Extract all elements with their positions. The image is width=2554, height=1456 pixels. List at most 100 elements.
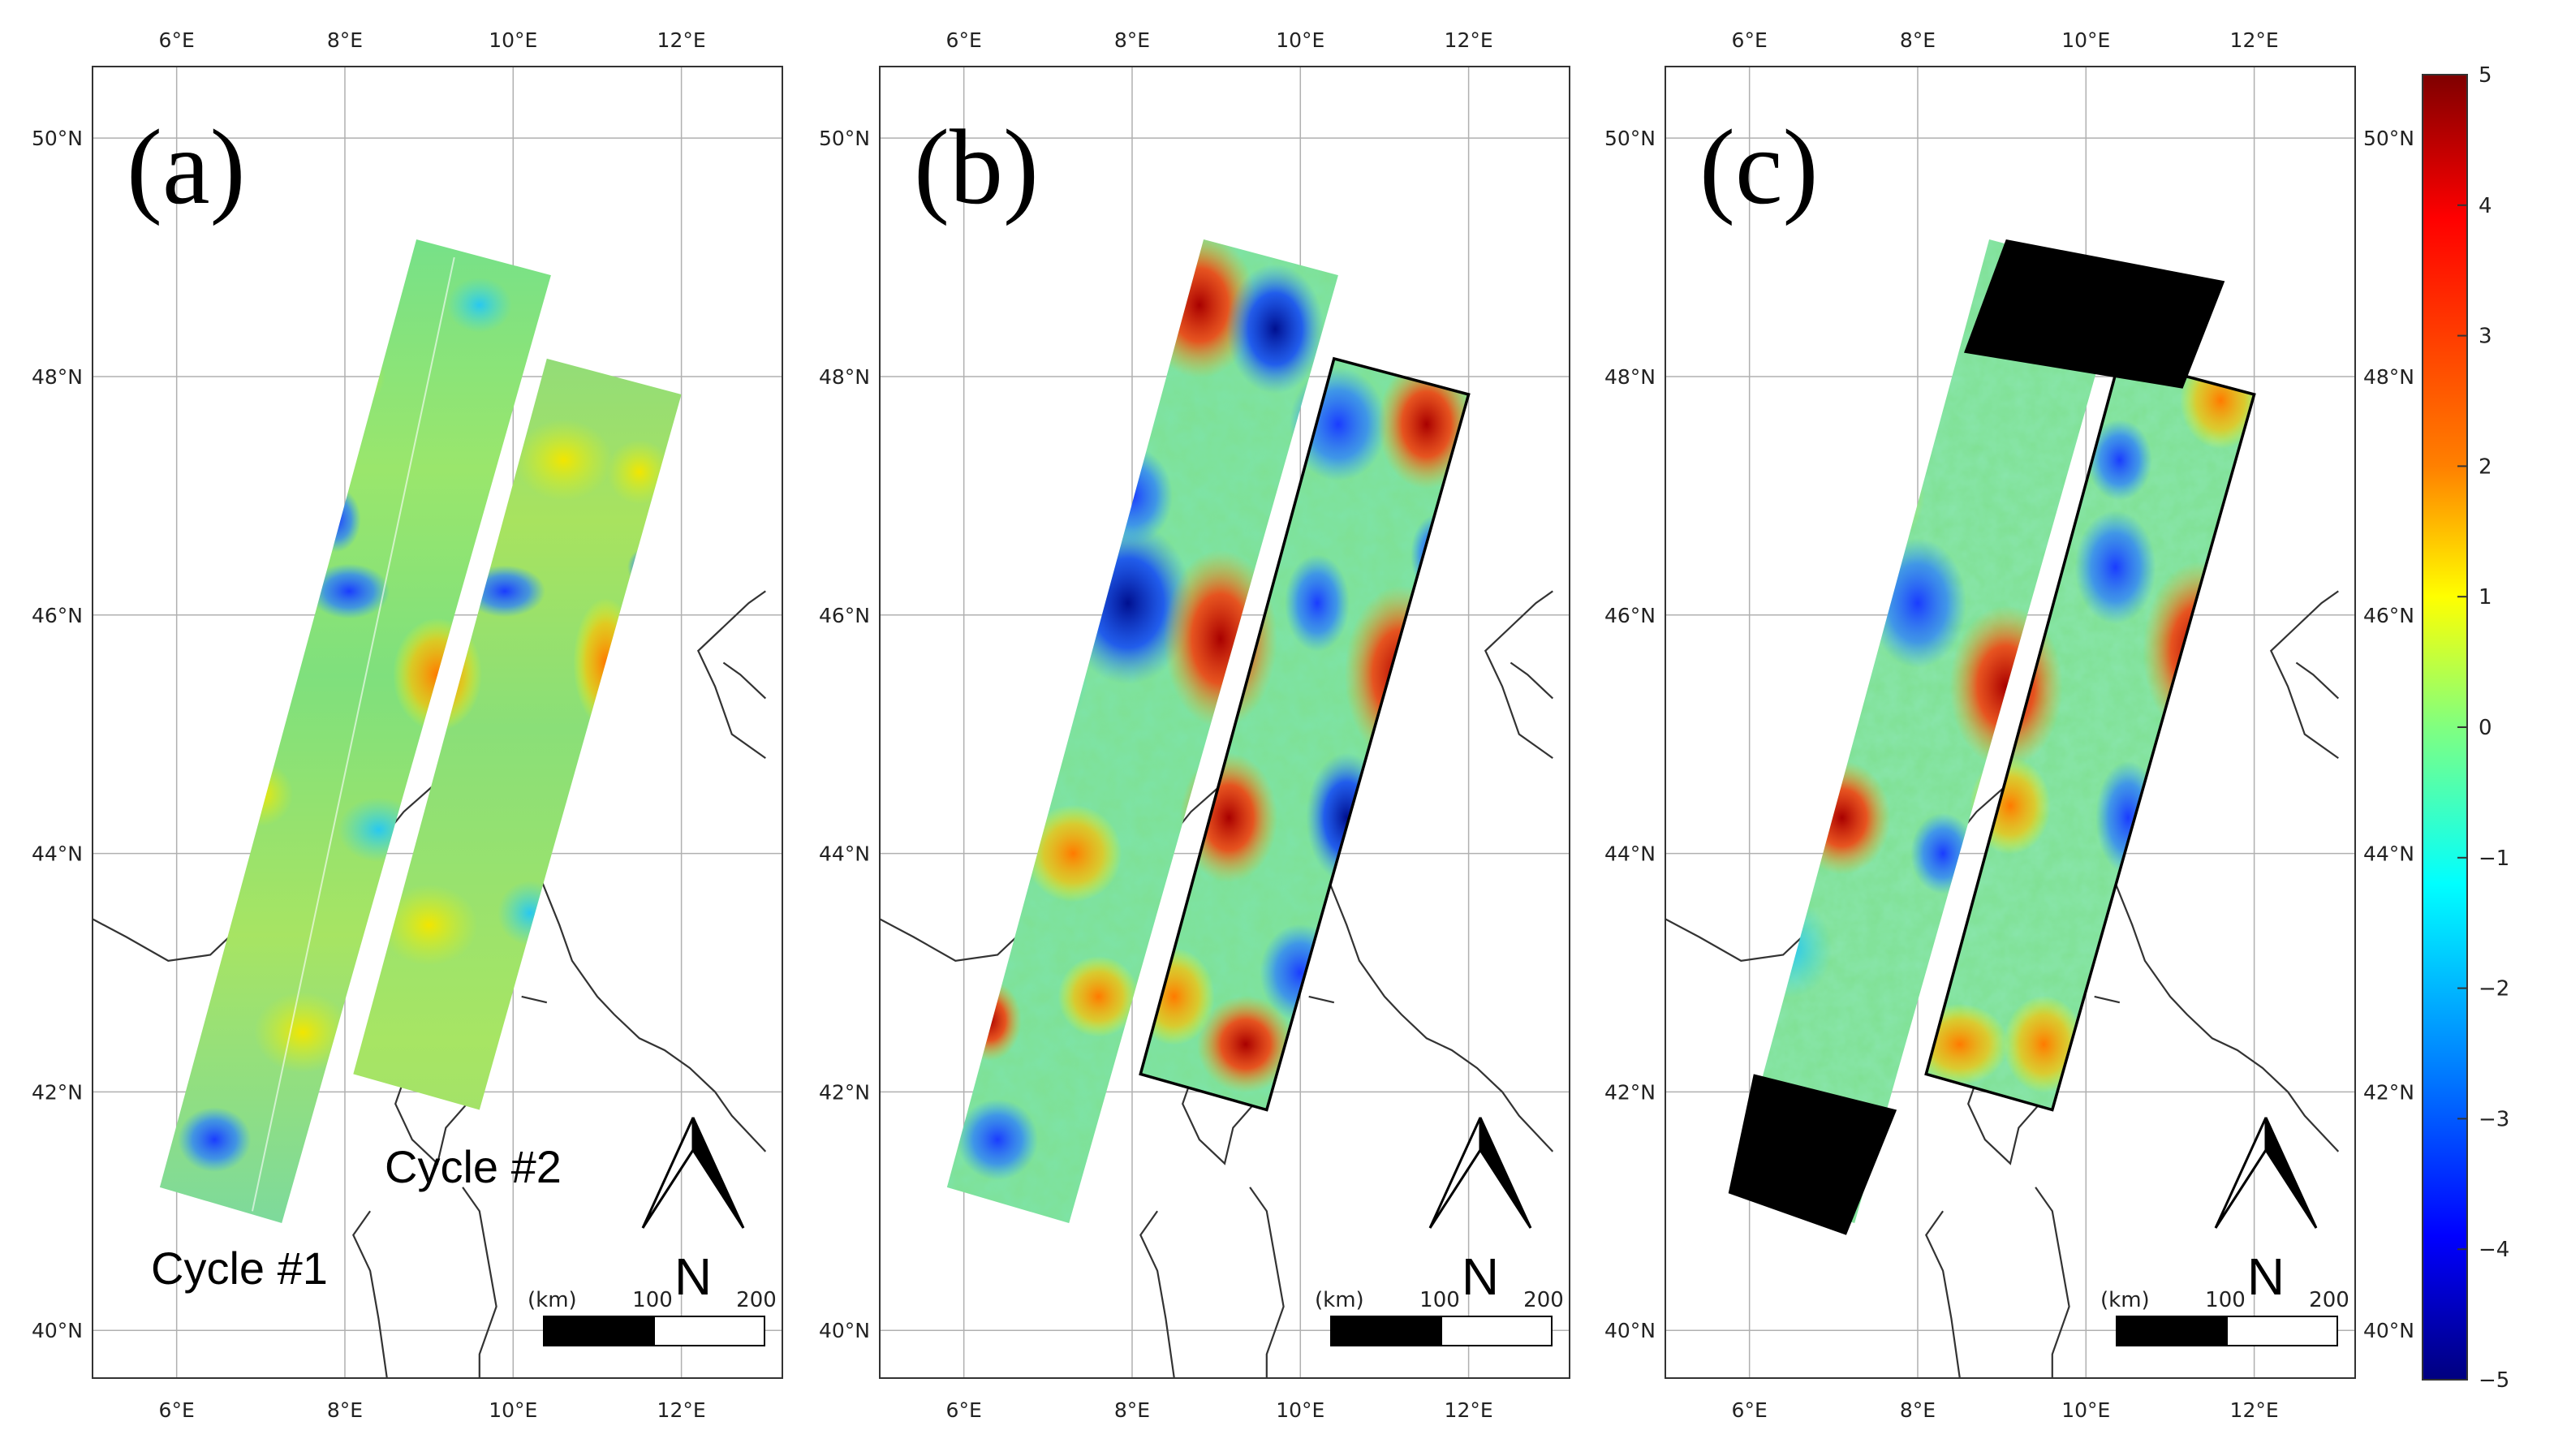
scale-unit: (km) <box>2100 1288 2150 1312</box>
cycle-label-1: Cycle #1 <box>151 1243 328 1294</box>
lon-tick-label-bottom: 6°E <box>159 1398 195 1422</box>
colorbar-tick-label: 1 <box>2479 585 2492 610</box>
colorbar-tick-label: 4 <box>2479 194 2492 218</box>
anomaly-blob <box>2074 510 2156 625</box>
lon-tick-label-top: 10°E <box>489 28 537 52</box>
coastline <box>2094 995 2121 1004</box>
coastline <box>2035 1187 2070 1378</box>
scale-bar-black <box>2116 1316 2228 1346</box>
anomaly-blob <box>308 563 390 619</box>
lat-tick-label-left: 50°N <box>1604 127 1656 150</box>
lat-tick-label-left: 50°N <box>819 127 870 150</box>
scale-bar-white <box>653 1316 765 1346</box>
lon-tick-label-bottom: 10°E <box>2061 1398 2110 1422</box>
lat-tick-label-left: 42°N <box>819 1080 870 1104</box>
coastline <box>696 590 766 759</box>
colorbar-tick-label: −4 <box>2479 1238 2509 1262</box>
swath-outline <box>1924 356 2256 1112</box>
lon-tick-label-bottom: 8°E <box>327 1398 363 1422</box>
north-letter: N <box>1462 1247 1499 1306</box>
lat-tick-label-left: 46°N <box>1604 604 1656 627</box>
lon-tick-label-top: 8°E <box>1900 28 1936 52</box>
colorbar-tick-label: −5 <box>2479 1368 2509 1393</box>
scale-max: 200 <box>736 1288 777 1312</box>
lon-tick-label-bottom: 8°E <box>1900 1398 1936 1422</box>
colorbar-tick-label: −3 <box>2479 1107 2509 1131</box>
lat-tick-label-left: 48°N <box>819 365 870 389</box>
anomaly-blob <box>957 1099 1039 1181</box>
lon-tick-label-top: 12°E <box>1445 28 1493 52</box>
lon-tick-label-bottom: 10°E <box>489 1398 537 1422</box>
lon-tick-label-bottom: 10°E <box>1276 1398 1324 1422</box>
anomaly-blob <box>1024 804 1122 902</box>
lat-tick-label-right: 44°N <box>2363 842 2414 866</box>
lon-tick-label-top: 8°E <box>327 28 363 52</box>
lat-tick-label-left: 48°N <box>32 365 83 389</box>
colorbar-tick-label: −2 <box>2479 977 2509 1002</box>
north-arrow: N <box>2214 1117 2318 1306</box>
scale-bar-black <box>543 1316 655 1346</box>
lon-tick-label-top: 6°E <box>946 28 982 52</box>
scale-mid: 100 <box>632 1288 673 1312</box>
north-arrow-right <box>691 1117 745 1229</box>
lon-tick-label-top: 12°E <box>657 28 706 52</box>
masked-region <box>1728 1074 1897 1235</box>
lat-tick-label-left: 44°N <box>1604 842 1656 866</box>
north-arrow: N <box>1428 1117 1532 1306</box>
lat-tick-label-left: 40°N <box>1604 1319 1656 1342</box>
colorbar: 5 4 3 2 1 0 −1 −2 −3 −4 −5 <box>2422 63 2509 1393</box>
coastline <box>1925 1210 1961 1378</box>
colorbar-tick-label: −1 <box>2479 846 2509 871</box>
lat-tick-label-left: 44°N <box>32 842 83 866</box>
lon-tick-label-top: 10°E <box>1276 28 1324 52</box>
lon-tick-label-bottom: 12°E <box>2230 1398 2279 1422</box>
cycle-label-2: Cycle #2 <box>385 1141 562 1192</box>
lon-tick-label-top: 6°E <box>159 28 195 52</box>
lat-tick-label-left: 40°N <box>819 1319 870 1342</box>
scale-max: 200 <box>2309 1288 2349 1312</box>
lat-tick-label-left: 42°N <box>1604 1080 1656 1104</box>
lat-tick-label-right: 46°N <box>2363 604 2414 627</box>
north-arrow-right <box>2264 1117 2318 1229</box>
lat-tick-label-left: 40°N <box>32 1319 83 1342</box>
lon-tick-label-bottom: 12°E <box>1445 1398 1493 1422</box>
coastline <box>1510 661 1554 700</box>
map-frame <box>92 66 783 1379</box>
lon-tick-label-bottom: 8°E <box>1114 1398 1150 1422</box>
scale-mid: 100 <box>1419 1288 1460 1312</box>
lat-tick-label-left: 48°N <box>1604 365 1656 389</box>
anomaly-blob <box>515 419 613 501</box>
scale-bar-black <box>1330 1316 1442 1346</box>
lat-tick-label-right: 48°N <box>2363 365 2414 389</box>
panel-letter: (b) <box>914 107 1039 226</box>
lon-tick-label-top: 8°E <box>1114 28 1150 52</box>
swath-outline <box>1139 356 1471 1112</box>
colorbar-tick-label: 5 <box>2479 63 2492 88</box>
coastline <box>2269 590 2339 759</box>
colorbar-tick-label: 3 <box>2479 325 2492 349</box>
lat-tick-label-left: 50°N <box>32 127 83 150</box>
anomaly-blob <box>2087 419 2152 501</box>
panel-letter: (a) <box>127 107 246 226</box>
coastline <box>521 995 548 1004</box>
scale-max: 200 <box>1523 1288 1564 1312</box>
anomaly-blob <box>1057 955 1139 1037</box>
panel-letter: (c) <box>1699 107 1819 226</box>
scale-bar: (km) 100 200 <box>528 1288 777 1346</box>
lat-tick-label-right: 50°N <box>2363 127 2414 150</box>
anomaly-blob <box>178 1107 252 1173</box>
north-arrow: N <box>641 1117 745 1306</box>
lon-tick-label-bottom: 6°E <box>946 1398 982 1422</box>
scale-bar: (km) 100 200 <box>1315 1288 1564 1346</box>
lat-tick-label-right: 40°N <box>2363 1319 2414 1342</box>
coastline <box>2295 661 2340 700</box>
scale-mid: 100 <box>2205 1288 2246 1312</box>
anomaly-blob <box>446 277 512 333</box>
scale-bar-white <box>2226 1316 2338 1346</box>
lat-tick-label-left: 46°N <box>819 604 870 627</box>
north-letter: N <box>2247 1247 2285 1306</box>
lat-tick-label-left: 42°N <box>32 1080 83 1104</box>
coastline <box>1308 995 1335 1004</box>
coastline <box>722 661 767 700</box>
